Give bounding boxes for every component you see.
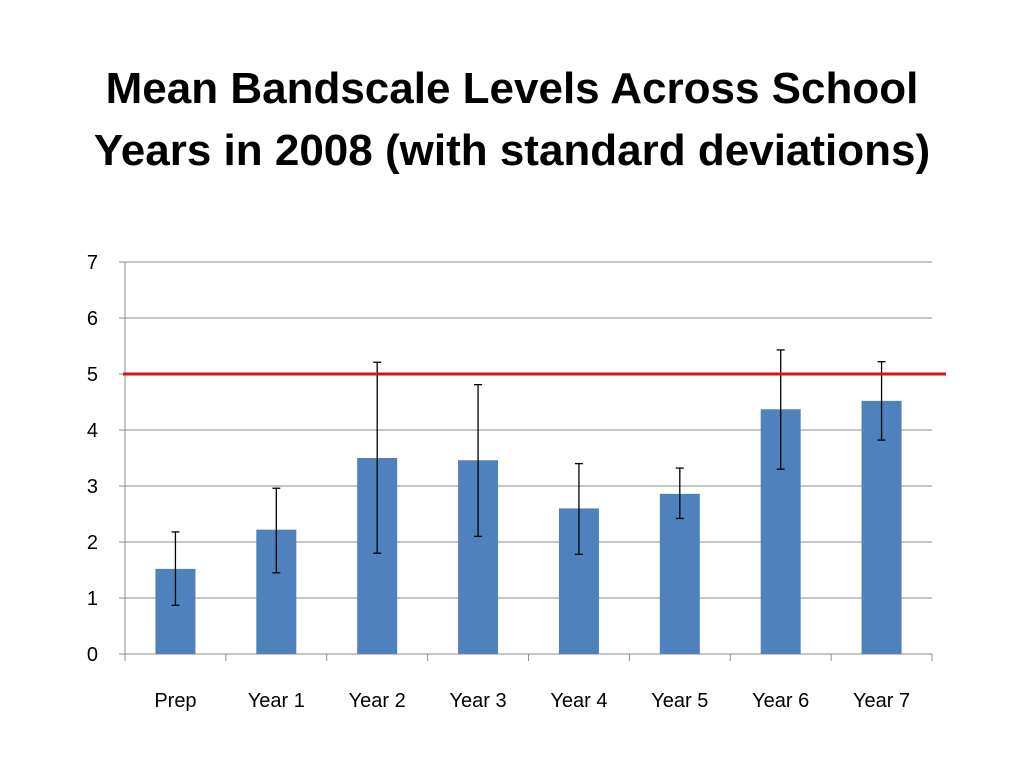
x-category-label: Year 4 — [550, 690, 607, 712]
y-tick-label: 3 — [87, 476, 98, 498]
title-line-1: Mean Bandscale Levels Across School — [105, 64, 919, 113]
title-line-2: Years in 2008 (with standard deviations) — [93, 126, 931, 175]
x-category-label: Year 3 — [450, 690, 507, 712]
axis-labels: 0 1 2 3 4 5 6 7 Prep Year 1 Year 2 Year 3 Year 4 Year… — [87, 252, 910, 712]
x-category-label: Year 2 — [349, 690, 406, 712]
y-tick-label: 2 — [87, 532, 98, 554]
x-category-label: Year 1 — [248, 690, 305, 712]
y-tick-label: 7 — [87, 252, 98, 274]
y-tick-label: 6 — [87, 308, 98, 330]
bar — [659, 493, 700, 654]
y-tick-label: 4 — [87, 420, 98, 442]
x-category-label: Prep — [154, 690, 196, 712]
x-category-label: Year 7 — [853, 690, 910, 712]
chart-title: Mean Bandscale Levels Across School Year… — [30, 58, 994, 182]
x-category-label: Year 6 — [752, 690, 809, 712]
y-tick-label: 1 — [87, 588, 98, 610]
gridlines — [125, 261, 932, 599]
y-tick-label: 0 — [87, 644, 98, 666]
bars — [155, 400, 902, 654]
y-tick-label: 5 — [87, 364, 98, 386]
axes — [119, 261, 933, 661]
x-category-label: Year 5 — [651, 690, 708, 712]
bar — [861, 400, 902, 654]
